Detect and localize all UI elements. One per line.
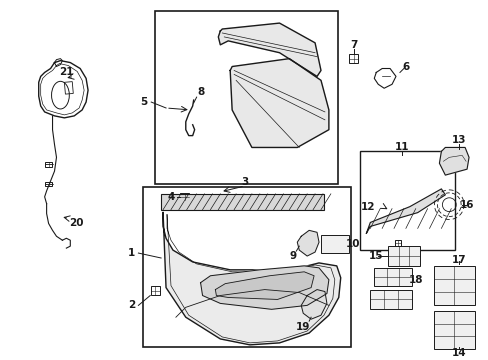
- Bar: [150, 286, 159, 295]
- Bar: [373, 268, 411, 285]
- Polygon shape: [301, 289, 326, 319]
- Polygon shape: [297, 230, 318, 256]
- Text: 10: 10: [345, 239, 359, 249]
- Polygon shape: [218, 23, 320, 76]
- Bar: [180, 193, 189, 200]
- Bar: [143, 187, 350, 347]
- Text: 19: 19: [295, 322, 310, 332]
- Bar: [433, 266, 474, 305]
- Text: 2: 2: [127, 300, 135, 310]
- Text: 14: 14: [451, 348, 466, 358]
- Text: 16: 16: [459, 200, 473, 210]
- Polygon shape: [366, 189, 445, 233]
- Text: 9: 9: [289, 251, 296, 261]
- Text: 4: 4: [167, 192, 174, 202]
- Text: 21: 21: [59, 67, 74, 77]
- Text: 11: 11: [394, 143, 408, 152]
- Bar: [155, 11, 337, 184]
- Text: 13: 13: [451, 135, 466, 145]
- Bar: [64, 82, 73, 94]
- Bar: [360, 152, 454, 250]
- Text: 7: 7: [349, 40, 357, 50]
- Bar: [387, 246, 419, 266]
- Bar: [161, 194, 323, 210]
- Text: 17: 17: [451, 255, 466, 265]
- Polygon shape: [230, 59, 328, 148]
- Bar: [45, 181, 52, 186]
- Bar: [433, 311, 474, 349]
- Text: 12: 12: [360, 202, 375, 212]
- Bar: [369, 289, 411, 309]
- Text: 1: 1: [127, 248, 135, 258]
- Polygon shape: [163, 213, 340, 345]
- Text: 15: 15: [368, 251, 383, 261]
- Polygon shape: [439, 148, 468, 175]
- Text: 6: 6: [402, 62, 408, 72]
- Polygon shape: [215, 272, 313, 300]
- Text: 3: 3: [241, 177, 248, 187]
- Text: 20: 20: [69, 219, 83, 229]
- Text: 18: 18: [407, 275, 422, 285]
- Text: 5: 5: [140, 97, 147, 107]
- Bar: [320, 235, 348, 253]
- Bar: [348, 54, 357, 63]
- Polygon shape: [200, 266, 328, 309]
- Bar: [45, 162, 52, 167]
- Bar: [394, 240, 401, 246]
- Text: 8: 8: [197, 87, 204, 97]
